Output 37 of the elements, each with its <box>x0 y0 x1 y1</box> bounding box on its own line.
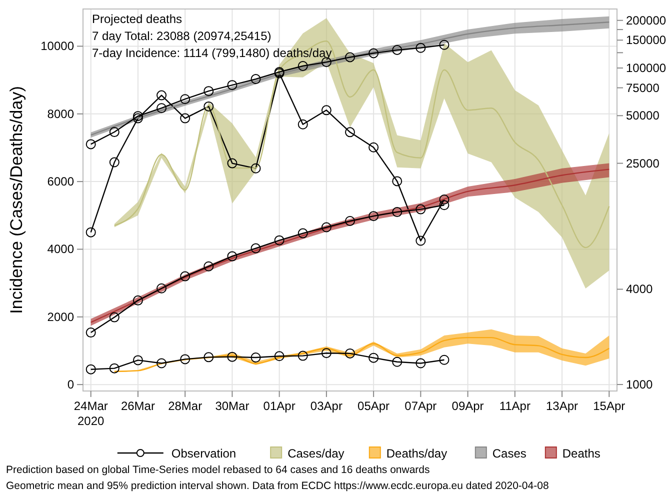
y2-tick-label: 4000 <box>626 282 654 296</box>
y2-tick-label: 200000 <box>626 13 666 28</box>
y-tick-label: 0 <box>67 378 74 392</box>
x-tick-label: 28Mar <box>168 399 202 413</box>
annotation: Projected deaths <box>92 12 182 26</box>
y-tick-label: 6000 <box>47 174 74 189</box>
legend-label: Deaths <box>562 446 600 460</box>
y2-tick-label: 75000 <box>626 80 660 95</box>
y-tick-label: 4000 <box>47 242 74 256</box>
x-tick-label: 26Mar <box>120 399 155 413</box>
y-tick-label: 2000 <box>47 310 74 324</box>
y-axis-title: Incidence (Cases/Deaths/day) <box>7 86 26 314</box>
x-tick-label: 11Apr <box>499 399 530 413</box>
text: Prediction based on global Time-Series model rebased to 64 cases and 16 deaths onwards <box>6 464 430 476</box>
text: Geometric mean and 95% prediction interval shown. Data from ECDC https://www.ecdc.europa.eu dated 2020-04-08 <box>6 480 549 492</box>
y2-tick-label: 100000 <box>626 61 666 76</box>
x-tick-label: 09Apr <box>452 399 484 413</box>
x-tick-label: 30Mar <box>215 399 250 413</box>
x-tick-label: 15Apr <box>593 399 626 413</box>
y2-tick-label: 25000 <box>626 156 660 170</box>
x-tick-label: 13Apr <box>546 399 578 413</box>
y2-tick-label: 1000 <box>626 378 654 392</box>
legend-label: Cases <box>492 446 526 460</box>
legend-label: Observation <box>171 446 236 460</box>
legend-label: Cases/day <box>288 446 344 460</box>
x-tick-label: 07Apr <box>404 399 437 413</box>
y-tick-label: 8000 <box>47 106 74 121</box>
legend-label: Deaths/day <box>386 446 448 460</box>
y2-tick-label: 150000 <box>626 33 666 48</box>
y-tick-label: 10000 <box>40 39 74 54</box>
x-tick-label: 24Mar 2020 <box>74 399 108 428</box>
annotation: 7-day Incidence: 1114 (799,1480) deaths/day <box>92 46 332 60</box>
x-tick-label: 05Apr <box>358 399 390 413</box>
x-tick-label: 03Apr <box>310 399 342 413</box>
x-tick-label: 01Apr <box>263 399 296 413</box>
annotation: 7 day Total: 23088 (20974,25415) <box>92 29 272 43</box>
y2-tick-label: 50000 <box>626 108 660 123</box>
